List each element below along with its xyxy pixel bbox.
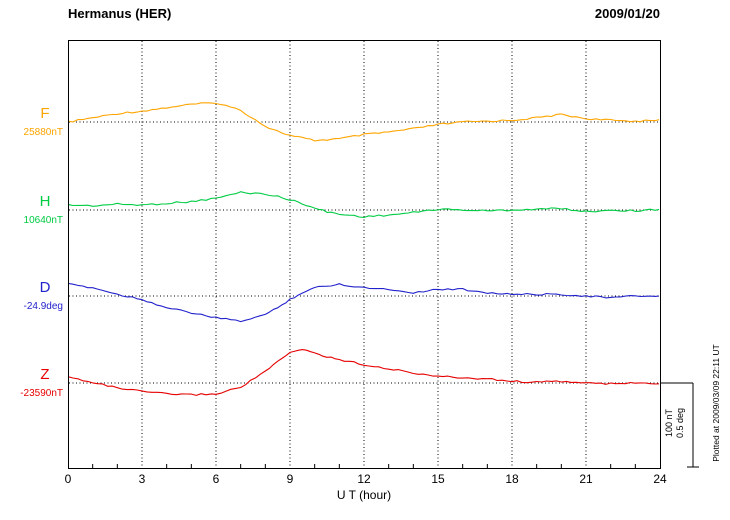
x-tick-label-12: 12 [357,472,371,486]
x-tick-label-0: 0 [65,472,72,486]
scale-label-nt: 100 nT [664,408,674,437]
x-tick-label-24: 24 [653,472,667,486]
component-label-F: F [40,105,49,122]
component-value-Z: -23590nT [20,388,63,399]
trace-F [69,102,659,142]
x-tick-label-18: 18 [505,472,519,486]
component-label-D: D [40,279,51,296]
component-label-H: H [40,193,51,210]
x-tick-label-21: 21 [579,472,593,486]
x-tick-label-9: 9 [287,472,294,486]
trace-D [69,283,659,323]
plot-timestamp: Plotted at 2009/03/09 22:11 UT [711,344,721,462]
x-tick-label-15: 15 [431,472,445,486]
scale-bar: 100 nT 0.5 deg [661,382,699,468]
component-label-Z: Z [40,366,49,383]
traces-group [69,102,659,396]
station-title: Hermanus (HER) [68,6,172,21]
component-value-H: 10640nT [24,215,63,226]
x-tick-label-3: 3 [139,472,146,486]
trace-H [69,191,659,219]
component-value-D: -24.9deg [24,301,63,312]
date-label: 2009/01/20 [594,6,660,21]
x-tick-label-6: 6 [213,472,220,486]
scale-label-deg: 0.5 deg [675,408,685,438]
plot-frame [68,40,661,469]
trace-Z [69,349,659,396]
x-axis-title: U T (hour) [336,488,392,502]
component-value-F: 25880nT [24,127,63,138]
